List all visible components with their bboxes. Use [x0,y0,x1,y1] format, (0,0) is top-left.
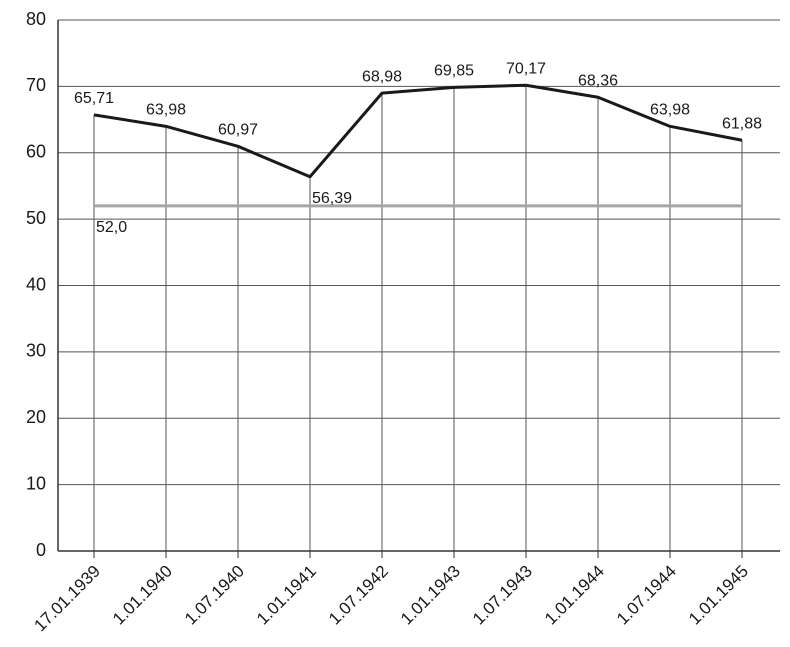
x-tick-label: 1.01.1941 [253,562,320,629]
x-tick-label: 1.07.1942 [325,562,392,629]
data-label: 52,0 [96,219,127,236]
data-label: 65,71 [74,90,114,107]
y-tick-label: 10 [26,473,46,493]
data-label: 63,98 [146,102,186,119]
data-label: 61,88 [722,115,762,132]
data-label: 69,85 [434,63,474,80]
data-label: 60,97 [218,122,258,139]
y-tick-label: 50 [26,208,46,228]
x-tick-label: 1.07.1943 [469,562,536,629]
y-tick-label: 30 [26,341,46,361]
y-tick-label: 70 [26,75,46,95]
x-tick-label: 1.07.1944 [613,562,680,629]
y-tick-label: 60 [26,142,46,162]
y-tick-label: 0 [36,540,46,560]
x-tick-label: 1.01.1944 [541,562,608,629]
series-line [93,83,743,179]
data-label: 68,36 [578,72,618,89]
x-tick-label: 17.01.1939 [30,562,104,636]
y-tick-label: 80 [26,9,46,29]
y-tick-label: 20 [26,407,46,427]
data-label: 70,17 [506,60,546,77]
x-tick-label: 1.01.1945 [685,562,752,629]
data-label: 68,98 [362,68,402,85]
x-tick-label: 1.01.1940 [109,562,176,629]
data-label: 63,98 [650,102,690,119]
y-tick-label: 40 [26,274,46,294]
x-tick-label: 1.01.1943 [397,562,464,629]
x-tick-label: 1.07.1940 [181,562,248,629]
data-label: 56,39 [312,190,352,207]
